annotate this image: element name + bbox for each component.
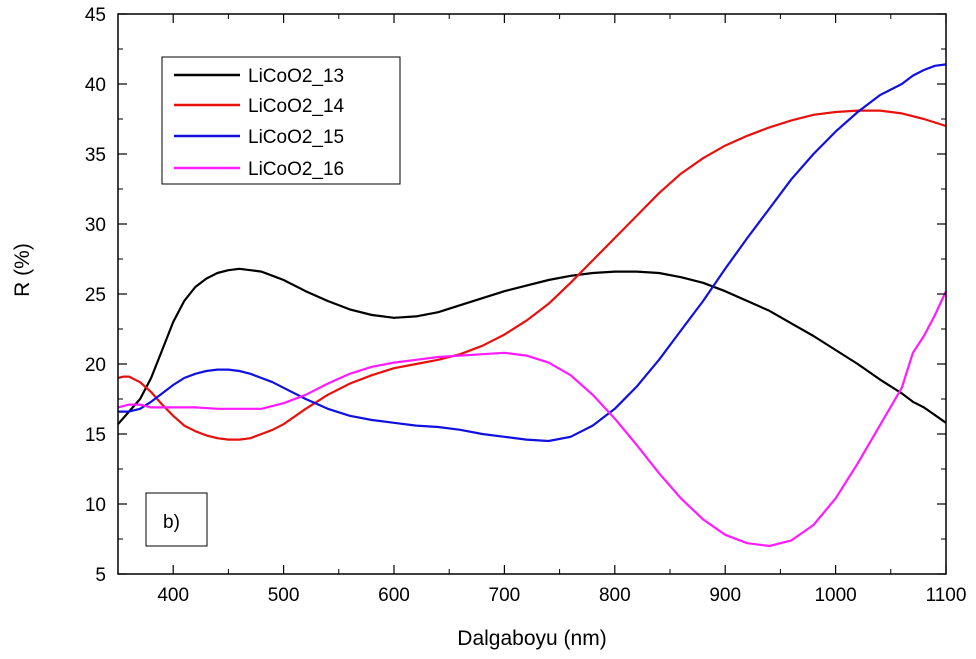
x-tick-label: 900 bbox=[709, 585, 741, 606]
x-tick-label: 600 bbox=[378, 585, 410, 606]
legend-label-1: LiCoO2_14 bbox=[248, 96, 345, 117]
x-axis-title: Dalgaboyu (nm) bbox=[457, 627, 606, 650]
x-tick-label: 700 bbox=[489, 585, 521, 606]
y-axis-title: R (%) bbox=[11, 243, 34, 297]
y-tick-label: 15 bbox=[85, 425, 106, 446]
series-line-0 bbox=[117, 267, 947, 425]
series-layer bbox=[117, 63, 947, 548]
legend-label-3: LiCoO2_16 bbox=[248, 159, 344, 180]
series-line-3 bbox=[117, 290, 947, 548]
y-tick-label: 25 bbox=[85, 285, 106, 306]
series-line-2 bbox=[118, 63, 947, 443]
x-tick-label: 1000 bbox=[814, 585, 856, 606]
y-tick-label: 10 bbox=[85, 495, 106, 516]
panel-annotation-box bbox=[145, 492, 208, 547]
y-tick-label: 35 bbox=[85, 145, 106, 166]
y-tick-label: 30 bbox=[85, 215, 106, 236]
y-tick-label: 40 bbox=[85, 75, 106, 96]
panel-annotation-label: b) bbox=[163, 512, 180, 533]
legend-label-2: LiCoO2_15 bbox=[248, 127, 344, 148]
y-tick-label: 5 bbox=[95, 565, 106, 586]
legend-box bbox=[161, 56, 401, 185]
tick-layer: 400 500 600 700 800 900 1000 1100 5 10 15 20 25 30 35 4… bbox=[85, 5, 967, 606]
legend-label-0: LiCoO2_13 bbox=[248, 66, 344, 87]
x-tick-label: 800 bbox=[599, 585, 631, 606]
x-tick-label: 500 bbox=[268, 585, 300, 606]
y-tick-label: 45 bbox=[85, 5, 106, 26]
x-tick-label: 400 bbox=[157, 585, 189, 606]
x-tick-label: 1100 bbox=[926, 585, 967, 606]
panel-annotation: b) bbox=[145, 492, 208, 547]
series-line-1 bbox=[117, 109, 947, 441]
y-tick-label: 20 bbox=[85, 355, 106, 376]
legend: LiCoO2_13 LiCoO2_14 LiCoO2_15 LiCoO2_16 bbox=[161, 56, 401, 185]
